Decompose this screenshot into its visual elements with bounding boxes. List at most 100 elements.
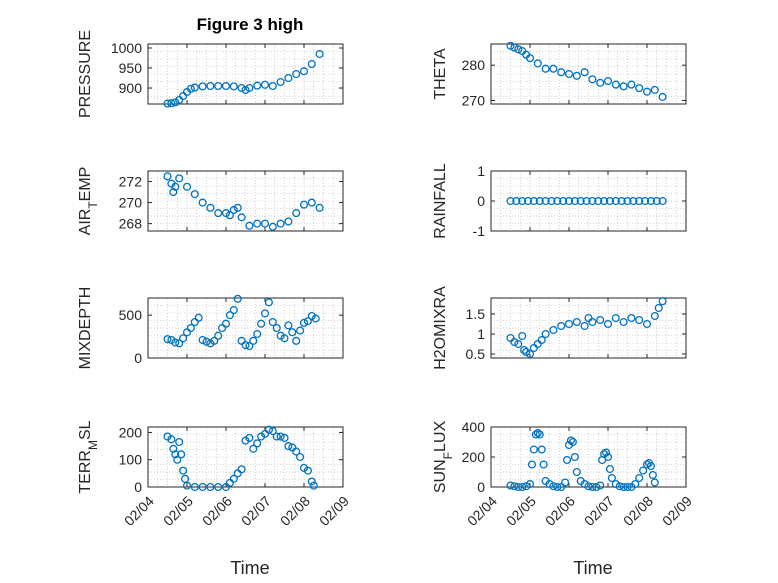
data-point bbox=[572, 317, 581, 327]
data-point bbox=[280, 433, 289, 442]
data-point bbox=[580, 479, 589, 489]
data-point bbox=[559, 196, 568, 206]
axes-box-pressure bbox=[147, 43, 344, 105]
data-point bbox=[619, 82, 628, 91]
y-axis-label-part: AIR bbox=[77, 209, 94, 236]
data-point bbox=[175, 339, 184, 348]
y-tick-label: 0 bbox=[134, 479, 142, 495]
data-point bbox=[299, 67, 309, 76]
grid-air-temp bbox=[147, 171, 344, 231]
data-point bbox=[229, 305, 238, 315]
y-axis-label-part: LUX bbox=[432, 421, 449, 452]
data-point bbox=[611, 196, 620, 206]
data-point bbox=[588, 196, 597, 206]
data-point bbox=[307, 198, 316, 207]
data-point bbox=[514, 45, 523, 54]
y-tick-label: 400 bbox=[462, 419, 486, 435]
data-point bbox=[167, 435, 176, 444]
grid-sun-flux bbox=[490, 427, 687, 487]
data-point bbox=[245, 433, 254, 442]
data-point bbox=[253, 219, 262, 228]
data-point bbox=[553, 196, 562, 206]
data-point bbox=[268, 81, 277, 91]
data-point bbox=[276, 432, 285, 441]
y-axis-label-mixdepth: MIXDEPTH bbox=[77, 287, 94, 370]
data-point bbox=[249, 336, 258, 345]
data-point bbox=[603, 77, 613, 86]
data-point bbox=[522, 347, 531, 357]
y-tick-label: 1 bbox=[477, 326, 485, 342]
data-point bbox=[241, 85, 250, 95]
y-axis-label-terr-msl: TERRMSL bbox=[77, 420, 100, 493]
data-point bbox=[198, 482, 207, 492]
data-point bbox=[214, 482, 223, 492]
subplot-h2omixra: 0.5 1 1.5 H2OMIXRA bbox=[432, 286, 687, 370]
data-point bbox=[253, 81, 262, 90]
data-point bbox=[596, 315, 605, 325]
data-point bbox=[584, 482, 593, 491]
series-terr-msl bbox=[163, 425, 318, 492]
data-point bbox=[629, 196, 638, 206]
data-point bbox=[221, 319, 231, 328]
data-point bbox=[171, 182, 180, 191]
data-point bbox=[549, 482, 558, 491]
data-point bbox=[171, 338, 180, 347]
data-point bbox=[646, 461, 655, 471]
grid-pressure bbox=[147, 44, 344, 104]
data-point bbox=[535, 196, 544, 206]
data-point bbox=[292, 447, 301, 456]
data-point bbox=[557, 68, 566, 77]
data-point bbox=[531, 430, 540, 439]
series-sun-flux bbox=[506, 428, 659, 492]
data-point bbox=[206, 203, 215, 212]
data-point bbox=[605, 196, 614, 206]
data-point bbox=[601, 448, 611, 457]
data-point bbox=[525, 479, 535, 489]
data-point bbox=[510, 482, 519, 491]
data-point bbox=[186, 323, 195, 333]
y-axis-label-subscript: F bbox=[441, 452, 455, 459]
data-point bbox=[214, 331, 223, 340]
data-point bbox=[260, 309, 270, 318]
data-point bbox=[553, 482, 562, 492]
data-point bbox=[249, 444, 258, 453]
y-tick-label: 200 bbox=[119, 424, 143, 440]
data-point bbox=[198, 335, 207, 345]
y-tick-label: 280 bbox=[462, 57, 486, 73]
data-point bbox=[253, 439, 262, 448]
data-point bbox=[268, 222, 277, 231]
series-air-temp bbox=[163, 172, 324, 231]
data-point bbox=[190, 83, 199, 92]
data-point bbox=[179, 466, 188, 475]
data-point bbox=[206, 81, 215, 91]
x-axis-label-right: Time bbox=[573, 558, 612, 578]
data-point bbox=[596, 481, 605, 490]
y-axis-label-rainfall: RAINFALL bbox=[432, 163, 449, 239]
data-point bbox=[272, 432, 281, 441]
data-point bbox=[245, 221, 254, 230]
data-point bbox=[588, 75, 597, 84]
series-theta bbox=[506, 41, 667, 101]
data-point bbox=[611, 313, 620, 323]
data-point bbox=[541, 329, 550, 339]
data-point bbox=[276, 77, 285, 87]
axes-box-terr-msl bbox=[147, 426, 344, 488]
data-point bbox=[292, 209, 301, 218]
data-point bbox=[177, 450, 186, 459]
data-point bbox=[615, 482, 624, 491]
data-point bbox=[547, 196, 556, 206]
data-point bbox=[596, 78, 605, 87]
data-point bbox=[572, 467, 581, 477]
data-point bbox=[648, 470, 657, 480]
data-point bbox=[229, 474, 238, 483]
data-point bbox=[642, 87, 652, 96]
data-point bbox=[518, 331, 527, 341]
y-tick-label: 1 bbox=[477, 163, 485, 179]
data-point bbox=[650, 478, 659, 487]
data-point bbox=[564, 319, 574, 329]
data-point bbox=[652, 196, 661, 206]
data-point bbox=[284, 442, 293, 451]
subplot-theta: 270 280 THETA bbox=[432, 41, 687, 108]
data-point bbox=[171, 450, 180, 459]
